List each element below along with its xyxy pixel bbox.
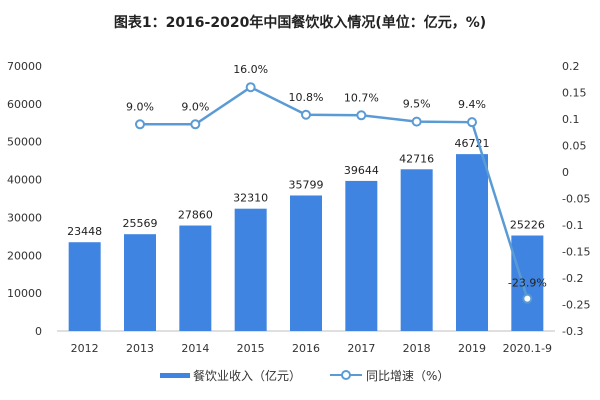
right-tick-label: -0.2 [562, 272, 583, 285]
right-tick-label: 0.05 [562, 140, 587, 153]
bar [234, 208, 267, 331]
left-tick-label: 10000 [7, 287, 42, 300]
bar-value-label: 23448 [67, 225, 102, 238]
x-tick-label: 2015 [237, 342, 265, 355]
left-tick-label: 40000 [7, 174, 42, 187]
bar [179, 225, 212, 331]
bar [345, 180, 378, 331]
right-tick-label: -0.3 [562, 325, 583, 338]
growth-value-label: 10.8% [289, 91, 324, 104]
right-tick-label: -0.05 [562, 193, 590, 206]
right-tick-label: 0.15 [562, 87, 587, 100]
x-tick-label: 2012 [71, 342, 99, 355]
growth-value-label: 10.7% [344, 91, 379, 104]
growth-value-label: 16.0% [233, 63, 268, 76]
x-tick-label: 2020.1-9 [503, 342, 552, 355]
growth-point [411, 116, 422, 127]
bar-value-label: 46721 [455, 137, 490, 150]
right-tick-label: -0.1 [562, 219, 583, 232]
left-tick-label: 50000 [7, 136, 42, 149]
bar [68, 242, 101, 331]
right-tick-label: 0.2 [562, 60, 580, 73]
growth-point [522, 293, 533, 304]
left-tick-label: 30000 [7, 211, 42, 224]
bar [511, 235, 544, 331]
bar-value-label: 27860 [178, 209, 213, 222]
growth-point [301, 109, 311, 120]
x-tick-label: 2019 [458, 342, 486, 355]
legend-bar-swatch [160, 373, 190, 378]
legend-line-marker [341, 370, 351, 380]
growth-point [467, 117, 477, 128]
bar-value-label: 32310 [233, 192, 268, 205]
bar [400, 169, 433, 331]
bar-value-label: 39644 [344, 164, 379, 177]
right-tick-label: 0.1 [562, 113, 580, 126]
right-tick-label: -0.15 [562, 246, 590, 259]
growth-point [190, 119, 201, 130]
left-tick-label: 20000 [7, 249, 42, 262]
growth-point [135, 119, 145, 130]
growth-value-label: 9.5% [403, 98, 431, 111]
left-tick-label: 60000 [7, 98, 42, 111]
x-tick-label: 2013 [126, 342, 154, 355]
x-tick-label: 2017 [347, 342, 375, 355]
x-tick-label: 2014 [181, 342, 209, 355]
growth-line [140, 85, 529, 300]
growth-value-label: -23.9% [508, 277, 547, 290]
growth-value-label: 9.0% [181, 100, 209, 113]
right-tick-label: -0.25 [562, 299, 590, 312]
legend-line-label: 同比增速（%） [366, 369, 449, 383]
right-tick-label: 0 [562, 166, 569, 179]
left-tick-label: 0 [35, 325, 42, 338]
x-tick-label: 2018 [403, 342, 431, 355]
growth-value-label: 9.4% [458, 98, 486, 111]
bar [124, 234, 156, 331]
bar-value-label: 25226 [510, 219, 545, 232]
bar [290, 195, 322, 331]
legend-bar-label: 餐饮业收入（亿元） [193, 368, 301, 383]
growth-point [356, 110, 367, 121]
left-tick-label: 70000 [7, 60, 42, 73]
bar [456, 154, 488, 331]
bar-value-label: 25569 [123, 217, 158, 230]
chart-title: 图表1：2016-2020年中国餐饮收入情况(单位：亿元，%) [113, 15, 487, 31]
bar-value-label: 35799 [289, 178, 324, 191]
bar-value-label: 42716 [399, 152, 434, 165]
x-tick-label: 2016 [292, 342, 320, 355]
growth-point [245, 82, 256, 93]
growth-value-label: 9.0% [126, 100, 154, 113]
